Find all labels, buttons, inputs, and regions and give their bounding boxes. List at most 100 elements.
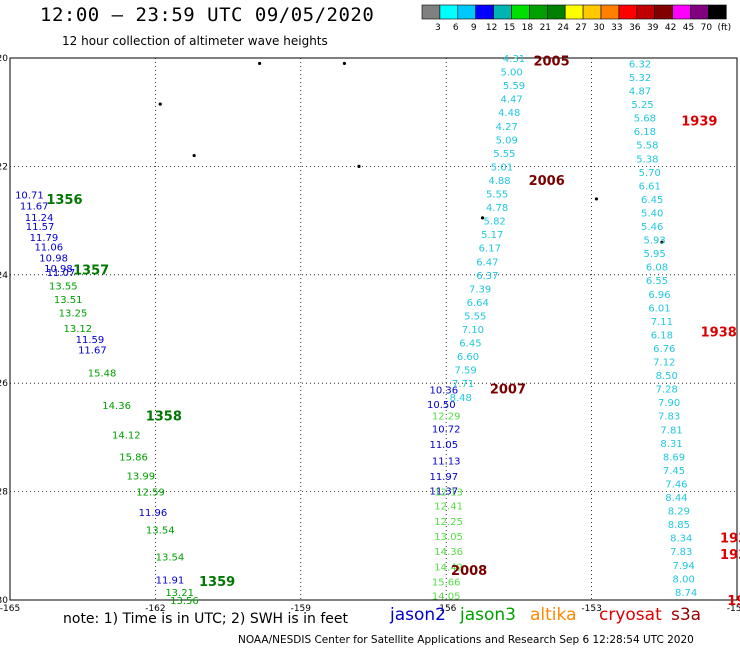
wave-height-value: 4.48 [498,108,520,119]
wave-height-value: 14.36 [102,401,131,412]
y-tick-label: -22 [0,162,8,172]
y-tick-label: -26 [0,379,8,389]
pass-time-label: 1359 [199,575,235,590]
legend-jason2: jason2 [390,605,446,625]
track-jason3: 13.55 13.51 13.25 13.12 15.48 14.36 14.12 15.86… [49,282,199,607]
wave-height-value: 7.28 [656,385,678,396]
pass-time-label: 1356 [46,193,82,208]
wave-height-value: 6.08 [646,263,668,274]
pass-time-label: 19 [727,594,740,609]
colorbar-label: 39 [647,23,659,33]
map-gridlines [10,58,737,600]
footer-note: note: 1) Time is in UTC; 2) SWH is in fe… [63,611,349,627]
island-marker [342,61,347,66]
wave-height-value: 11.57 [26,222,55,233]
colorbar-swatch [672,4,691,20]
colorbar-label: 70 [701,23,713,33]
wave-height-value: 10.50 [427,400,456,411]
colorbar-swatch [439,4,459,20]
colorbar-swatch [529,4,548,20]
pass-time-label: 1358 [146,410,182,425]
wave-height-value: 7.45 [663,466,685,477]
pass-time-label: 2008 [451,564,487,579]
wave-height-value: 13.54 [156,553,185,564]
wave-height-value: 5.32 [629,73,651,84]
x-tick-label: -150 [727,604,740,614]
island-marker [594,197,599,201]
wave-height-value: 11.79 [30,233,59,244]
colorbar-swatch [582,4,602,20]
colorbar-swatch [421,4,441,20]
wave-height-value: 4.87 [629,87,651,98]
wave-height-value: 15.48 [88,368,117,379]
wave-height-value: 10.98 [39,253,68,264]
colorbar-swatch [636,4,655,20]
wave-height-value: 11.97 [429,472,458,483]
wave-height-value: 8.48 [450,393,472,404]
track-cryosat-ascending: 6.32 5.32 4.87 5.25 5.68 6.18 5.58 5.38 5.70 6.61… [629,59,697,598]
pass-time-label: 193 [720,532,740,547]
colorbar-label: 3 [435,23,441,33]
track-cryosat-descending: 4.31 5.00 5.59 4.47 4.48 4.27 5.09 5.55 5.01 4.88… [450,54,526,404]
wave-height-value: 7.71 [452,379,474,390]
colorbar-label: 27 [575,23,586,33]
colorbar-label: 21 [540,23,551,33]
colorbar-swatch [564,4,584,20]
wave-height-value: 12.59 [136,488,165,499]
track-jason3-light: 12.29 12.13 12.41 12.25 13.05 14.36 14.42 15.66… [432,412,463,603]
pass-time-label: 2005 [533,55,569,70]
legend-jason3: jason3 [460,605,516,625]
wave-height-value: 15.86 [119,452,148,463]
wave-height-value: 8.85 [668,520,690,531]
pass-time-label: 193 [720,548,740,563]
footer-credit: NOAA/NESDIS Center for Satellite Applica… [238,634,694,646]
wave-height-value: 13.21 [165,588,194,599]
colorbar-label: 24 [557,23,569,33]
colorbar-label: 12 [486,23,497,33]
colorbar-label: (ft) [718,23,732,33]
colorbar-swatch [654,4,673,20]
colorbar-label: 45 [683,23,694,33]
wave-height-value: 10.98 [44,264,73,275]
colorbar-label: 6 [453,23,459,33]
colorbar-swatch [475,4,494,20]
wave-height-value: 6.37 [476,271,498,282]
island-marker [158,102,162,106]
wave-height-value: 4.78 [486,203,508,214]
wave-height-value: 6.32 [629,59,651,70]
wave-height-value: 11.24 [25,213,54,224]
wave-height-value: 12.13 [434,488,463,499]
island-markers [158,61,664,244]
wave-height-value: 6.18 [634,127,656,138]
wave-height-value: 11.91 [156,575,185,586]
wave-height-value: 6.01 [648,303,670,314]
wave-height-value: 14.36 [434,547,463,558]
wave-height-value: 5.82 [484,217,506,228]
wave-height-value: 5.55 [493,149,515,160]
wave-height-value: 15.66 [432,578,461,589]
wave-height-value: 11.67 [20,201,49,212]
pass-time-labels: 1356135713581359200520062007200819391938… [46,55,740,609]
wave-height-value: 5.01 [491,162,513,173]
wave-height-value: 4.27 [496,122,518,133]
wave-height-value: 5.95 [643,249,665,260]
wave-height-value: 5.93 [643,236,665,247]
colorbar-swatch [511,4,530,20]
y-tick-label: -20 [0,54,8,64]
satellite-tracks: 10.7111.6711.2411.5711.7911.0610.9810.98… [15,54,697,607]
wave-height-value: 7.39 [469,284,491,295]
wave-height-value: 14.12 [112,431,141,442]
wave-height-value: 5.55 [464,311,486,322]
colorbar-swatch [618,4,638,20]
wave-height-value: 10.72 [432,425,461,436]
colorbar-swatch [690,4,709,20]
wave-height-value: 7.11 [651,317,673,328]
y-tick-label: -24 [0,271,8,281]
map-subtitle: 12 hour collection of altimeter wave hei… [62,34,328,48]
wave-height-value: 13.12 [64,324,93,335]
wave-height-value: 7.83 [670,547,692,558]
wave-height-value: 5.00 [500,68,522,79]
wave-height-value: 11.37 [429,487,458,498]
wave-height-value: 11.06 [34,243,63,254]
colorbar-swatch [546,4,566,20]
